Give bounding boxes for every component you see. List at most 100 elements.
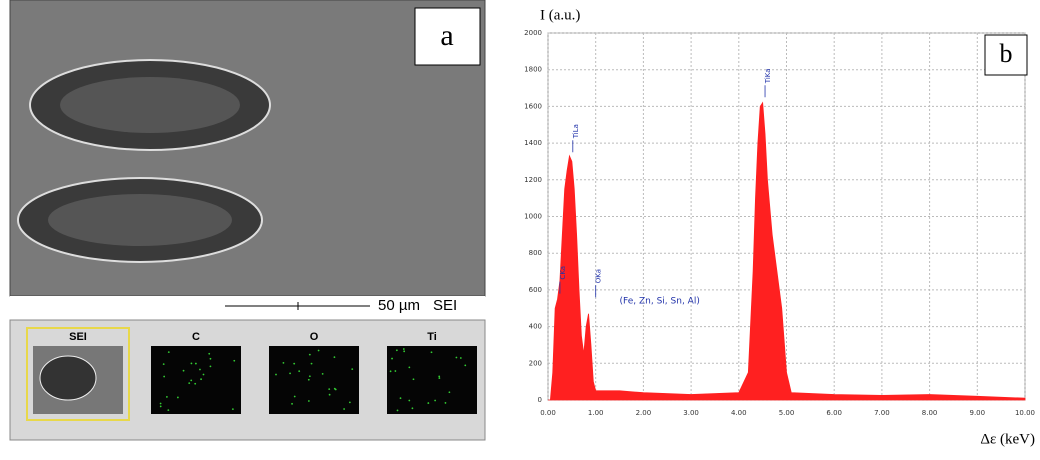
map-thumb [387,346,477,414]
spectrum [548,101,1026,401]
map-dot [343,408,346,410]
panel-b: 0 200 400 600 800 1000 1200 1400 1600 1800 2000 0.0… [524,7,1035,447]
map-label: SEI [69,331,87,343]
map-dot [403,350,406,353]
scale-label: 50 µm [378,297,420,314]
y-tick-label: 1400 [524,139,542,147]
map-dot [291,402,293,405]
map-dot [307,378,310,381]
map-dot [166,396,168,398]
y-tick-label: 0 [538,396,542,404]
map-dot [298,370,301,373]
map-label: C [192,331,200,343]
map-thumb [151,346,241,414]
map-dot [408,366,411,369]
label-box [984,34,1028,76]
map-dot [438,377,441,379]
map-dot [328,393,331,396]
map-dot [194,382,197,385]
map-dot [159,405,162,408]
map-dot [333,387,336,390]
y-tick-label: 400 [529,323,542,331]
map-dot [293,362,296,365]
map-thumb [269,346,359,414]
map-dot [464,364,467,367]
map-dot [395,349,398,352]
y-tick-label: 1200 [524,176,542,184]
map-dot [167,409,170,412]
map-label: Ti [427,331,437,343]
map-dot [190,379,193,382]
map-dot [167,351,170,354]
peak-label: TiLa [572,124,580,139]
map-dot [293,395,296,398]
map-dot [231,408,234,411]
map-dot [396,409,399,412]
map-dot [176,396,179,399]
map-dot [402,348,405,350]
map-dot [351,368,354,371]
map-dot [289,372,291,375]
map-dot [308,375,311,378]
map-dot [448,391,451,394]
map-label: O [310,331,319,343]
map-dot [459,357,462,359]
map-dot [199,368,201,371]
map-crater [39,355,97,401]
map-dot [202,373,205,376]
map-dot [348,401,351,404]
peak-label: CKa [559,266,567,280]
y-tick-label: 800 [529,249,542,257]
y-tick-label: 1800 [524,66,542,74]
panel-label: b [1000,39,1013,68]
x-tick-label: 7.00 [874,409,890,417]
map-dot [455,356,458,359]
map-dot [182,369,185,372]
x-tick-label: 10.00 [1015,409,1035,417]
map-dot [275,373,277,376]
map-dot [209,365,212,368]
x-tick-label: 1.00 [588,409,604,417]
x-tick-label: 2.00 [636,409,652,417]
map-dot [159,402,162,405]
crater-core [48,194,232,246]
map-dot [233,359,236,362]
y-tick-label: 600 [529,286,542,294]
map-dot [394,370,397,372]
y-tick-label: 1000 [524,213,542,221]
map-dot [438,375,441,378]
map-dot [162,363,165,366]
peak-label: OKa [595,269,603,283]
map-dot [411,407,414,410]
map-dot [408,399,411,402]
x-tick-label: 3.00 [683,409,699,417]
y-tick-label: 1600 [524,102,542,110]
map-dot [430,351,433,354]
map-dot [434,399,437,402]
map-dot [307,400,310,402]
y-tick-label: 200 [529,359,542,367]
x-tick-label: 6.00 [826,409,842,417]
map-dot [209,357,212,360]
element-note: (Fe, Zn, Si, Sn, Al) [620,296,700,306]
map-dot [194,362,197,365]
panel-label: a [440,19,453,52]
peak-label: TiKa [764,68,772,84]
crater-core [60,77,240,133]
map-dot [317,349,320,352]
y-tick-label: 2000 [524,29,542,37]
map-dot [444,402,447,404]
map-dot [282,361,285,364]
mode-label: SEI [433,297,457,314]
x-tick-label: 0.00 [540,409,556,417]
map-dot [399,397,402,400]
map-dot [391,357,393,360]
panel-a: a 50 µm SEI SEI C O Ti [9,0,486,441]
map-dot [412,378,415,381]
map-dot [190,362,193,365]
map-dot [200,378,202,381]
x-tick-label: 8.00 [922,409,938,417]
x-tick-label: 9.00 [970,409,986,417]
map-dot [321,373,324,375]
